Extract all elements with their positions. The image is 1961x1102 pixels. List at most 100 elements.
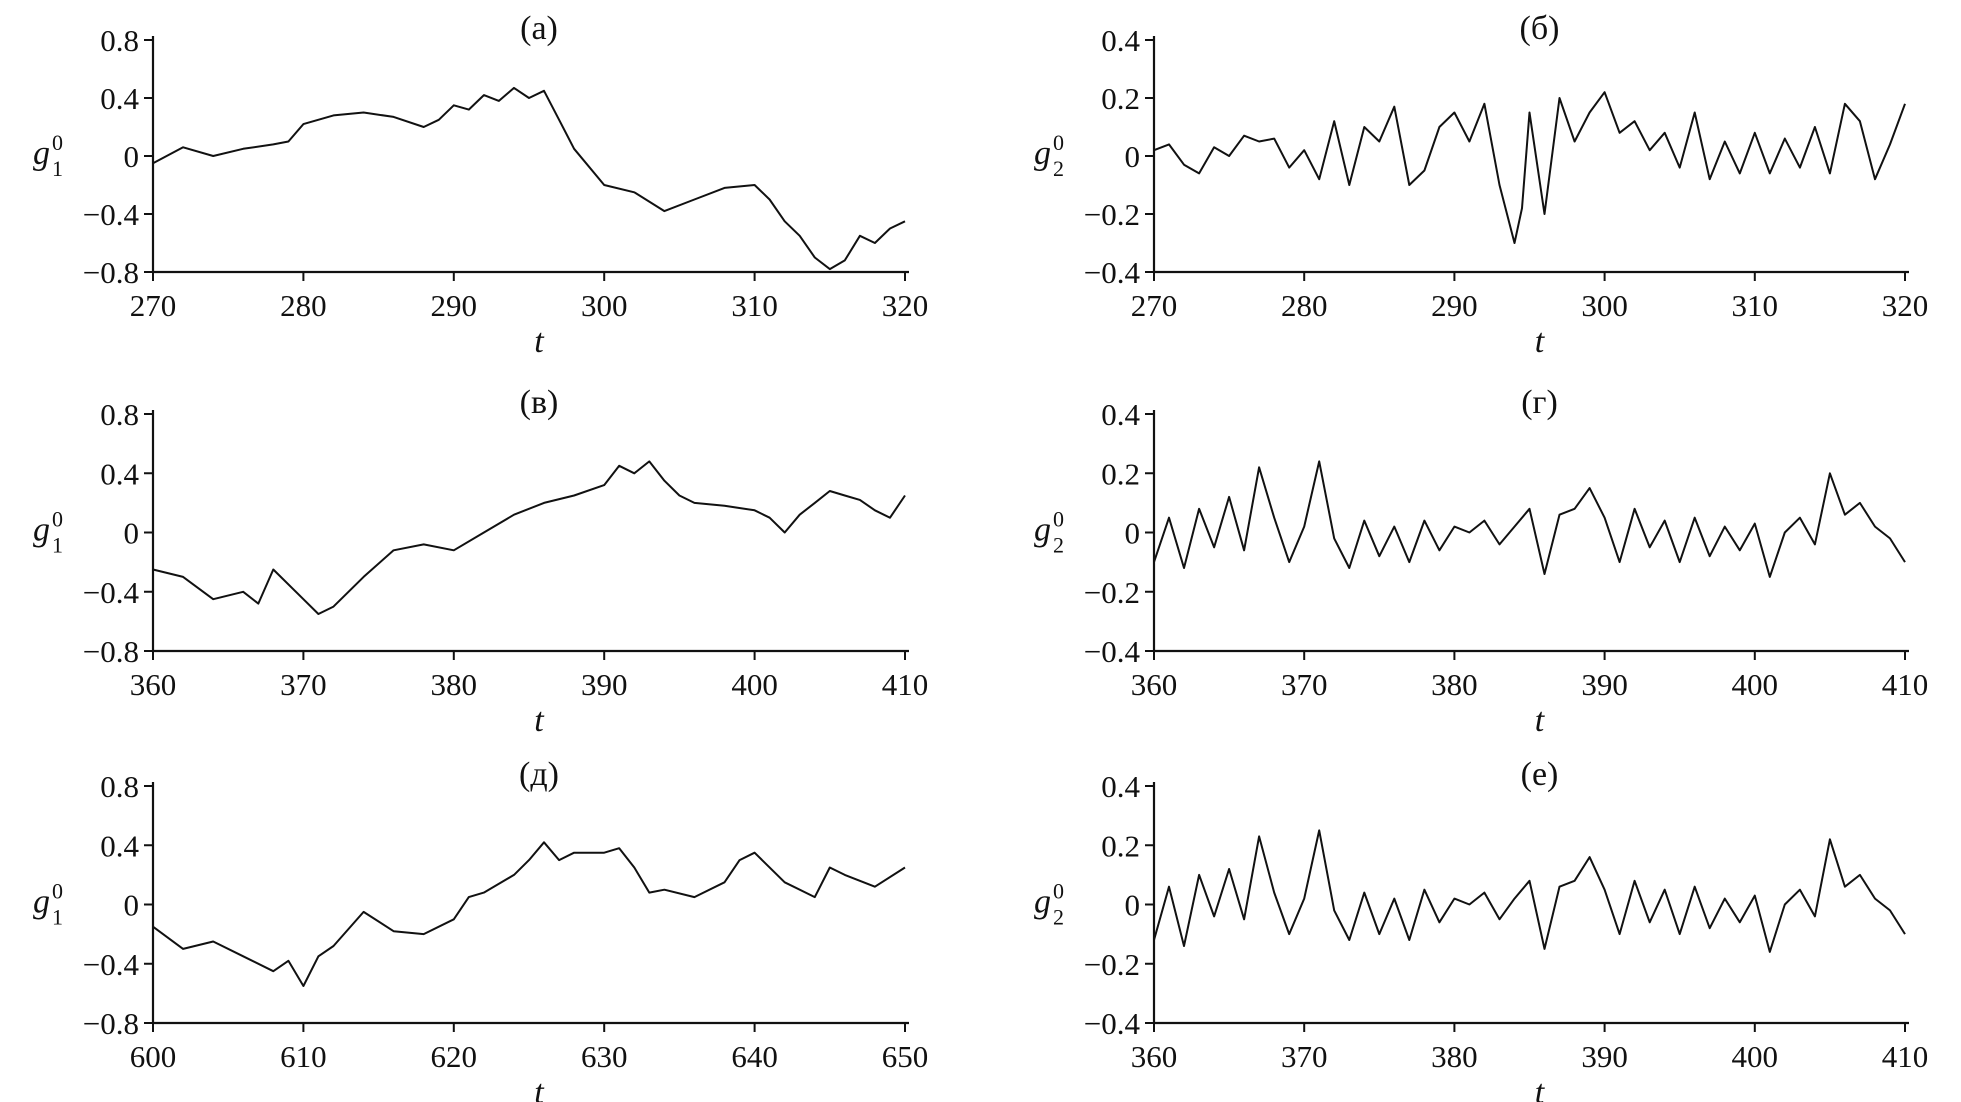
x-axis-label: t [1535, 702, 1546, 739]
series-line [152, 86, 906, 271]
x-tick-label: 360 [1131, 1039, 1178, 1074]
x-tick-label: 610 [280, 1039, 327, 1074]
y-tick-label: −0.4 [1084, 255, 1141, 290]
x-tick-label: 290 [1431, 288, 1478, 323]
y-tick-label: 0 [1125, 516, 1141, 551]
x-tick-label: 400 [1732, 667, 1779, 702]
y-tick-label: −0.4 [1084, 1006, 1141, 1041]
y-axis-label-sup: 0 [52, 130, 63, 155]
x-tick-label: 400 [731, 667, 778, 702]
panel-label: (б) [1520, 10, 1560, 47]
y-tick-label: 0.8 [100, 769, 139, 804]
x-axis-label: t [534, 702, 545, 739]
y-axis-label-sup: 0 [1053, 130, 1064, 155]
series-line [152, 841, 906, 987]
y-axis-label-var: g [1034, 512, 1051, 549]
panel-e: 360 370 380 390 400 410−0.4−0.200.20.4 (е)tg 02 [1034, 756, 1928, 1102]
y-tick-label: 0.4 [1101, 23, 1140, 58]
y-tick-label: 0.4 [1101, 769, 1140, 804]
x-tick-label: 390 [581, 667, 628, 702]
y-axis-label-sup: 0 [1053, 879, 1064, 904]
x-tick-label: 310 [731, 288, 778, 323]
x-tick-label: 370 [280, 667, 327, 702]
panel-g: 360 370 380 390 400 410−0.4−0.200.20.4 (г)tg 02 [1034, 384, 1928, 739]
y-tick-label: 0 [124, 888, 140, 923]
panel-label: (г) [1521, 384, 1558, 421]
y-tick-label: −0.4 [1084, 634, 1141, 669]
x-tick-label: 320 [1882, 288, 1929, 323]
x-tick-label: 360 [1131, 667, 1178, 702]
y-tick-label: 0.8 [100, 397, 139, 432]
y-axis-label-sup: 0 [52, 879, 63, 904]
y-tick-label: 0.2 [1101, 828, 1140, 863]
series-line [152, 460, 906, 615]
y-tick-label: −0.4 [83, 197, 140, 232]
y-tick-label: −0.4 [83, 947, 140, 982]
panel-label: (в) [520, 384, 559, 421]
y-axis-label: g 01 [33, 130, 63, 181]
x-tick-label: 300 [581, 288, 628, 323]
x-tick-label: 270 [1131, 288, 1178, 323]
y-axis-label-sup: 0 [52, 507, 63, 532]
y-axis-label-var: g [33, 512, 50, 549]
y-axis-label-sub: 2 [1053, 905, 1064, 930]
y-axis-label-sub: 1 [52, 533, 63, 558]
x-tick-label: 380 [431, 667, 478, 702]
x-axis-label: t [534, 323, 545, 360]
y-axis-label-var: g [33, 884, 50, 921]
y-tick-label: 0.4 [100, 456, 139, 491]
x-tick-label: 290 [431, 288, 478, 323]
y-axis-label: g 02 [1034, 507, 1064, 558]
y-axis-label: g 02 [1034, 130, 1064, 181]
y-axis-label-var: g [1034, 135, 1051, 172]
y-tick-label: 0 [124, 516, 140, 551]
x-tick-label: 390 [1581, 667, 1628, 702]
y-tick-label: 0.2 [1101, 456, 1140, 491]
y-tick-label: 0.8 [100, 23, 139, 58]
series-line [1153, 460, 1906, 578]
y-axis-label: g 02 [1034, 879, 1064, 930]
y-tick-label: 0.4 [100, 828, 139, 863]
x-tick-label: 410 [1882, 667, 1929, 702]
x-tick-label: 320 [882, 288, 929, 323]
x-tick-label: 300 [1581, 288, 1628, 323]
x-tick-label: 410 [882, 667, 929, 702]
y-tick-label: 0.4 [1101, 397, 1140, 432]
x-tick-label: 270 [130, 288, 177, 323]
x-tick-label: 370 [1281, 1039, 1328, 1074]
panel-label: (д) [519, 756, 559, 793]
panel-v: 360 370 380 390 400 410−0.8−0.400.40.8 (в)tg 01 [33, 384, 928, 739]
y-tick-label: 0 [1125, 888, 1141, 923]
x-tick-label: 310 [1732, 288, 1779, 323]
panel-b: 270 280 290 300 310 320−0.4−0.200.20.4 (б)tg 02 [1034, 10, 1928, 360]
y-axis-label-sup: 0 [1053, 507, 1064, 532]
x-tick-label: 280 [280, 288, 327, 323]
series-line [1153, 829, 1906, 953]
y-tick-label: 0 [1125, 139, 1141, 174]
y-axis-label-sub: 1 [52, 156, 63, 181]
y-axis-label-sub: 1 [52, 905, 63, 930]
y-tick-label: −0.8 [83, 255, 139, 290]
y-axis-label-sub: 2 [1053, 533, 1064, 558]
y-tick-label: −0.8 [83, 1006, 139, 1041]
x-tick-label: 410 [1882, 1039, 1929, 1074]
y-axis-label: g 01 [33, 507, 63, 558]
x-axis-label: t [1535, 323, 1546, 360]
panel-d: 600 610 620 630 640 650−0.8−0.400.40.8 (д)tg 01 [33, 756, 928, 1102]
x-tick-label: 630 [581, 1039, 628, 1074]
x-tick-label: 650 [882, 1039, 929, 1074]
x-tick-label: 400 [1732, 1039, 1779, 1074]
panel-label: (е) [1521, 756, 1559, 793]
y-axis-label: g 01 [33, 879, 63, 930]
y-tick-label: −0.8 [83, 634, 139, 669]
x-tick-label: 280 [1281, 288, 1328, 323]
series-line [1153, 91, 1906, 244]
x-tick-label: 370 [1281, 667, 1328, 702]
x-axis-label: t [1535, 1074, 1546, 1102]
x-tick-label: 600 [130, 1039, 177, 1074]
y-tick-label: −0.4 [83, 575, 140, 610]
y-axis-label-sub: 2 [1053, 156, 1064, 181]
y-tick-label: 0.4 [100, 81, 139, 116]
x-tick-label: 380 [1431, 1039, 1478, 1074]
